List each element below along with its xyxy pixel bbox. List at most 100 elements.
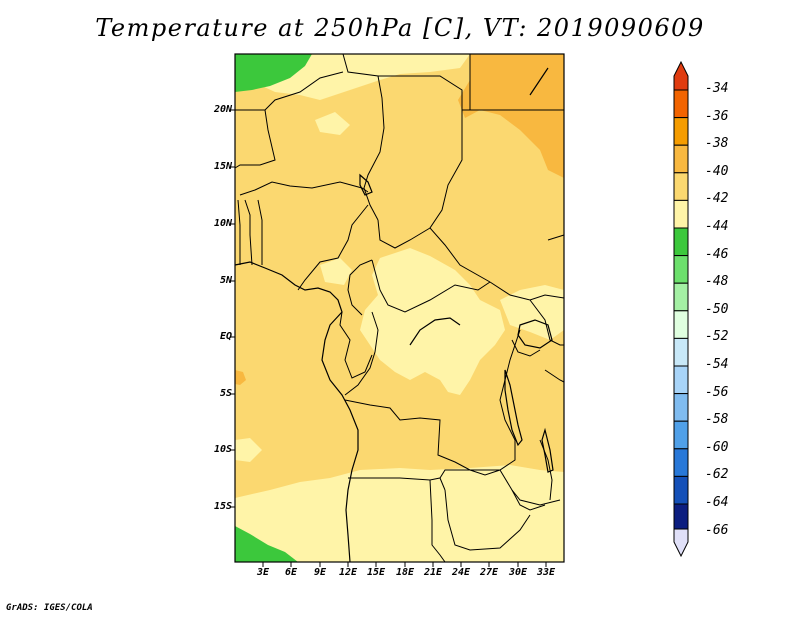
boundary-chad-libya — [378, 54, 471, 111]
boundary-niger-chad — [342, 53, 385, 221]
colorbar-box — [673, 172, 689, 201]
boundary-uganda-kenya — [529, 299, 564, 346]
colorbar-label: -66 — [705, 522, 729, 538]
boundary-cameroon-car — [347, 259, 373, 316]
colorbar-box — [673, 420, 689, 450]
cool-region-north — [260, 54, 470, 100]
country-boundaries — [234, 53, 565, 563]
colorbar-label: -38 — [705, 136, 729, 152]
lon-label-18e: 18E — [395, 567, 415, 578]
warm-spot-west — [235, 370, 246, 385]
map-title: Temperature at 250hPa [C], VT: 201909060… — [95, 14, 705, 42]
warm-region-northeast — [458, 54, 564, 178]
lon-label-30e: 30E — [508, 567, 528, 578]
boundary-chad-sudan — [429, 110, 491, 283]
cold-region-northwest — [235, 54, 312, 92]
lat-label-10n: 10N — [213, 218, 232, 229]
lon-label-6e: 6E — [284, 567, 298, 578]
colorbar-box — [673, 475, 689, 505]
boundary-nigeria-north — [239, 181, 369, 196]
grads-credit: GrADS: IGES/COLA — [6, 603, 93, 613]
colorbar-box — [673, 255, 689, 284]
colorbar-label: -40 — [705, 163, 729, 179]
colorbar-label: -56 — [705, 384, 729, 400]
colorbar-label: -52 — [705, 329, 729, 345]
lat-label-15n: 15N — [213, 161, 232, 172]
coast-west-africa — [234, 261, 359, 563]
colorbar-box — [673, 448, 689, 477]
colorbar-box — [673, 117, 689, 146]
colorbar — [673, 60, 689, 558]
lat-label-20n: 20N — [213, 104, 232, 115]
lat-label-eq: EQ — [219, 331, 232, 342]
colorbar-box — [673, 89, 689, 119]
boundary-togo — [237, 199, 241, 265]
colorbar-box — [673, 282, 689, 312]
boundary-car-north — [377, 219, 431, 249]
boundary-congo-drc — [344, 311, 379, 396]
boundary-drc-south — [344, 329, 521, 476]
coast-congo-river — [409, 317, 461, 346]
cool-patch-north2 — [315, 112, 350, 135]
boundary-nigeria-cameroon — [297, 204, 369, 291]
coast-lake-malawi — [541, 427, 554, 473]
colorbar-label: -60 — [705, 439, 729, 455]
lon-label-3e: 3E — [256, 567, 270, 578]
lon-label-9e: 9E — [313, 567, 327, 578]
colorbar-box — [673, 337, 689, 367]
colorbar-box — [673, 393, 689, 422]
colorbar-top-arrow — [673, 60, 689, 91]
colorbar-box — [673, 199, 689, 229]
lon-label-27e: 27E — [479, 567, 499, 578]
coast-lake-chad — [359, 173, 373, 196]
boundary-algeria-niger — [235, 71, 344, 111]
cold-region-southwest — [235, 526, 298, 562]
colorbar-label: -34 — [705, 81, 729, 96]
coast-lake-tanganyika — [504, 369, 523, 447]
colorbar-box — [673, 310, 689, 339]
colorbar-label: -46 — [705, 246, 729, 262]
coastlines — [234, 67, 554, 563]
coast-lake-victoria — [517, 319, 553, 349]
colorbar-label: -54 — [705, 357, 729, 372]
cool-region-south — [235, 465, 564, 562]
cool-patch-centre2 — [320, 258, 352, 285]
lon-label-21e: 21E — [423, 567, 443, 578]
boundary-mali-niger — [234, 109, 276, 169]
boundary-zimbabwe — [511, 489, 561, 506]
lat-label-10s: 10S — [213, 444, 232, 455]
lat-label-15s: 15S — [213, 501, 232, 512]
coast-red-sea — [529, 67, 549, 96]
boundary-ethiopia — [547, 234, 565, 241]
colorbar-label: -58 — [705, 412, 729, 428]
lon-label-33e: 33E — [536, 567, 556, 578]
colorbar-box — [673, 227, 689, 257]
colorbar-label: -44 — [705, 219, 729, 234]
map-frame — [234, 53, 565, 563]
boundary-angola-namibia — [348, 477, 446, 491]
boundary-tanzania — [544, 369, 565, 383]
boundary-nigeria-west — [257, 199, 263, 265]
boundary-namibia-east — [429, 479, 446, 563]
colorbar-label: -64 — [705, 495, 729, 510]
lon-label-15e: 15E — [366, 567, 386, 578]
colorbar-box — [673, 365, 689, 395]
longitude-ticks — [262, 562, 547, 567]
colorbar-bottom-arrow — [673, 528, 689, 558]
boundary-benin — [244, 199, 253, 266]
lon-label-12e: 12E — [338, 567, 358, 578]
boundary-botswana — [444, 489, 531, 551]
colorbar-label: -62 — [705, 467, 729, 483]
lat-label-5s: 5S — [219, 388, 232, 399]
colorbar-label: -48 — [705, 274, 729, 290]
latitude-ticks — [230, 109, 235, 508]
temperature-field — [235, 54, 564, 562]
colorbar-box — [673, 144, 689, 174]
colorbar-label: -36 — [705, 108, 729, 124]
cool-patch-southwest — [235, 438, 262, 462]
colorbar-label: -50 — [705, 301, 729, 317]
colorbar-box — [673, 503, 689, 533]
boundary-congo-gabon — [339, 311, 373, 379]
boundary-drc-rwanda — [511, 339, 541, 357]
